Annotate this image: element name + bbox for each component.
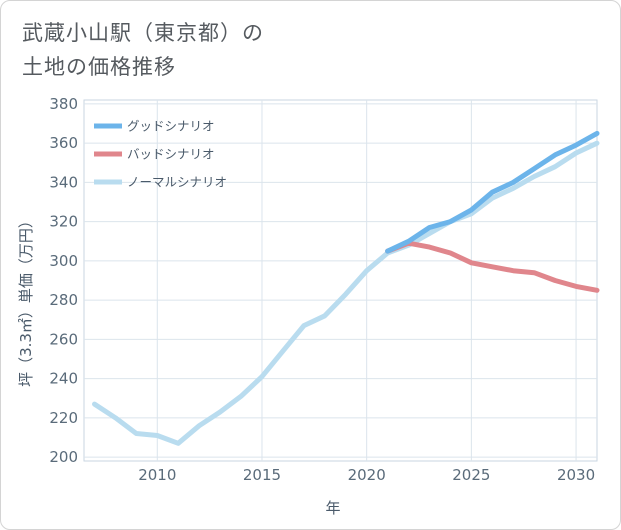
bad-scenario-line: [385, 240, 600, 293]
y-axis-label: 坪（3.3㎡）単価（万円）: [17, 213, 35, 387]
legend-label: グッドシナリオ: [127, 119, 215, 134]
plot-area: [83, 99, 598, 462]
x-tick-label: 2010: [138, 466, 176, 484]
y-tick-label: 360: [49, 134, 78, 152]
grid-lines: [84, 100, 597, 461]
y-tick-label: 260: [49, 330, 78, 348]
title-line-2: 土地の価格推移: [22, 55, 176, 79]
y-tick-label: 280: [49, 291, 78, 309]
y-tick-label: 320: [49, 213, 78, 231]
x-tick-label: 2020: [348, 466, 386, 484]
x-tick-label: 2025: [452, 466, 490, 484]
good-scenario-line: [385, 130, 600, 254]
x-axis-label: 年: [325, 499, 340, 517]
legend-label: バッドシナリオ: [127, 147, 215, 162]
x-tick-labels: 2010 2015 2020 2025 2030: [138, 466, 595, 484]
page-title: 武蔵小山駅（東京都）の 土地の価格推移: [22, 16, 264, 84]
x-tick-label: 2030: [557, 466, 595, 484]
legend-label: ノーマルシナリオ: [127, 175, 227, 190]
y-tick-labels: 200 220 240 260 280 300 320 340 360 380: [49, 95, 78, 466]
series-lines: [92, 130, 600, 446]
x-tick-label: 2015: [243, 466, 281, 484]
y-tick-label: 300: [49, 252, 78, 270]
normal-scenario-line: [92, 140, 600, 446]
y-tick-label: 380: [49, 95, 78, 113]
title-line-1: 武蔵小山駅（東京都）の: [22, 21, 264, 45]
y-tick-label: 240: [49, 370, 78, 388]
y-tick-label: 200: [49, 448, 78, 466]
y-tick-label: 220: [49, 409, 78, 427]
y-tick-label: 340: [49, 173, 78, 191]
